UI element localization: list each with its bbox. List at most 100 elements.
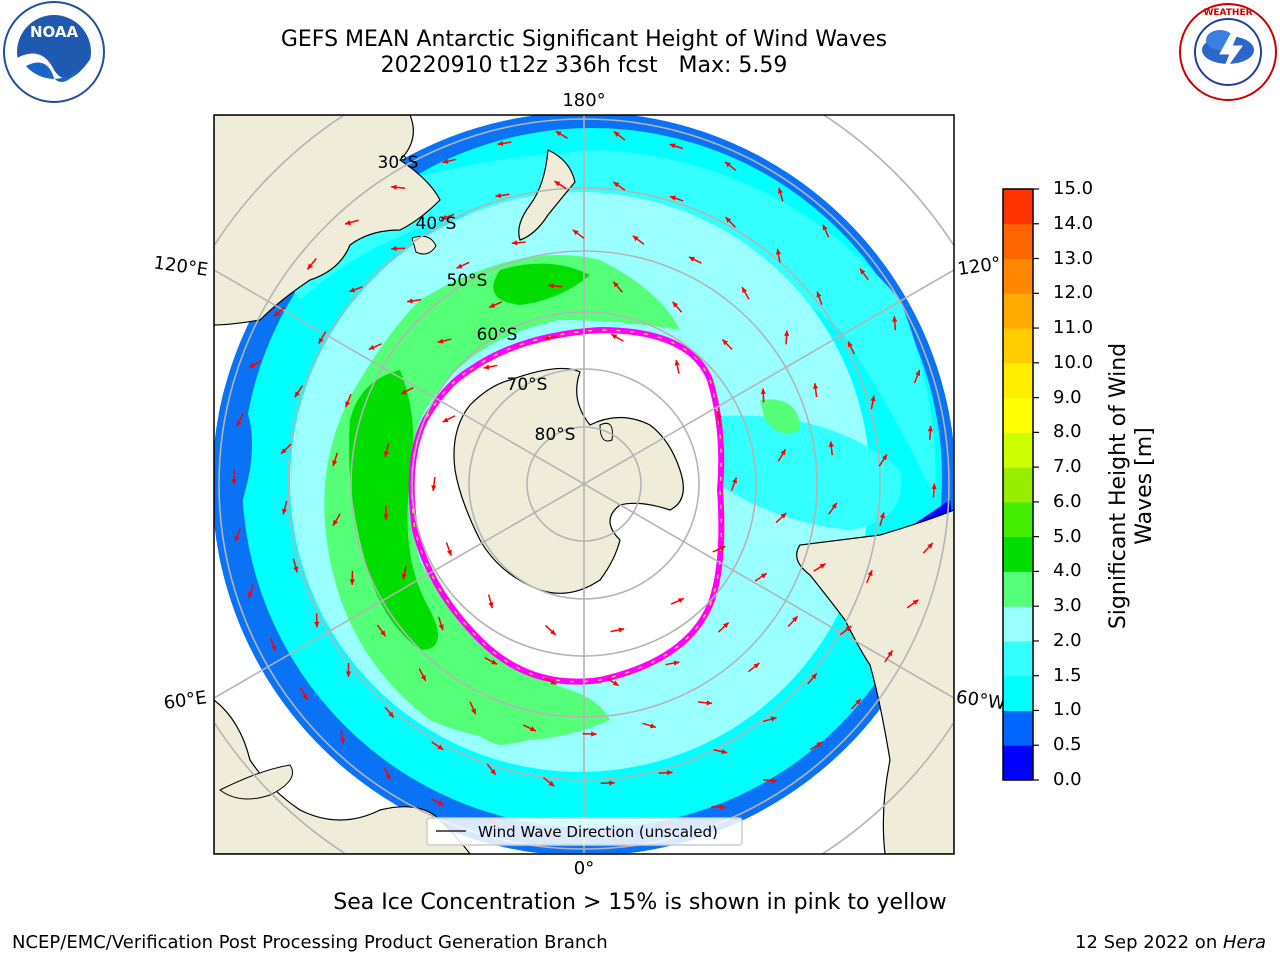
wave-arrow-head: [716, 411, 722, 418]
wave-arrow-head: [400, 389, 407, 395]
colorbar-frame: [1002, 188, 1034, 781]
lat-label-80s: 80°S: [535, 425, 576, 445]
wave-arrow-head: [828, 441, 834, 448]
wave-arrow-head: [550, 629, 556, 635]
colorbar-segment: [1003, 501, 1033, 538]
wave-arrow-head: [446, 549, 452, 556]
wave-arrow-head: [391, 184, 397, 190]
wave-arrow-head: [529, 726, 536, 732]
svg-text:WEATHER: WEATHER: [1203, 8, 1252, 18]
wave-arrow-head: [848, 341, 853, 348]
colorbar-tick-label: 10.0: [1053, 351, 1094, 373]
wave-arrow-head: [780, 449, 786, 456]
lon-label-0: 0°: [574, 858, 594, 879]
wave-arrow-head: [742, 287, 748, 294]
wave-arrow-head: [554, 181, 561, 187]
wave-arrow-head: [613, 131, 620, 137]
lat-label-30s: 30°S: [378, 153, 419, 173]
wave-arrow-head: [483, 364, 490, 370]
colorbar-tick-label: 4.0: [1053, 560, 1082, 582]
wave-arrow-head: [816, 291, 822, 298]
wave-arrow-head: [231, 478, 237, 485]
south-america-landmass: [796, 509, 954, 854]
wave-arrow-head: [688, 256, 695, 262]
colorbar-segment: [1003, 640, 1033, 677]
colorbar-segment: [1003, 432, 1033, 468]
wave-arrow-head: [674, 359, 680, 366]
wave-arrow-head: [855, 699, 861, 705]
wave-arrow-head: [879, 512, 885, 519]
wave-arrow-head: [753, 663, 760, 669]
wave-arrow-head: [784, 330, 790, 336]
colorbar-title: Significant Height of Wind Waves [m]: [1106, 343, 1158, 629]
wave-arrow-head: [307, 263, 313, 270]
lon-label-120e: 120°E: [152, 252, 209, 280]
wave-arrow-head: [548, 283, 554, 289]
wave-arrow-head: [314, 621, 320, 628]
colorbar-segment: [1003, 536, 1033, 572]
footer-credit: NCEP/EMC/Verification Post Processing Pr…: [12, 932, 608, 953]
wave-arrow-head: [611, 334, 618, 340]
wave-arrow-head: [442, 158, 449, 164]
wave-arrow-head: [867, 570, 873, 577]
sea-ice-note: Sea Ice Concentration > 15% is shown in …: [333, 890, 947, 915]
wave-arrow-head: [732, 477, 737, 484]
colorbar-tick-label: 3.0: [1053, 595, 1082, 617]
wave-arrow-head: [431, 485, 437, 491]
wave-arrow-head: [249, 362, 256, 368]
colorbar-segment: [1003, 362, 1033, 399]
wave-arrow-head: [721, 749, 728, 755]
colorbar-tick-label: 9.0: [1053, 386, 1082, 408]
wave-arrow-head: [859, 268, 866, 275]
wave-arrow-head: [792, 616, 798, 622]
wave-arrow-head: [719, 546, 726, 551]
wave-arrow-head: [391, 245, 397, 252]
wave-arrow-head: [771, 778, 777, 784]
wave-arrow-head: [870, 395, 876, 402]
colorbar-segment: [1003, 571, 1033, 607]
lat-label-70s: 70°S: [507, 375, 548, 395]
lon-label-180: 180°: [562, 90, 605, 111]
footer-date: 12 Sep 2022 on Hera: [1075, 932, 1266, 953]
wave-arrow-head: [706, 700, 713, 706]
wave-arrow-head: [927, 542, 933, 549]
footer-date-prefix: 12 Sep 2022 on: [1075, 932, 1223, 953]
colorbar-tick-label: 0.5: [1053, 734, 1082, 756]
colorbar-tick-label: 14.0: [1053, 212, 1094, 234]
colorbar-tick-label: 13.0: [1053, 247, 1094, 269]
wave-arrow-head: [669, 143, 676, 149]
wave-arrow-head: [816, 742, 823, 748]
wave-arrow-head: [927, 425, 933, 432]
wave-arrow-head: [609, 780, 615, 786]
wave-arrow-head: [775, 248, 782, 255]
wave-arrow-head: [770, 716, 777, 722]
wave-arrow-head: [437, 800, 444, 805]
wave-arrow-head: [548, 780, 555, 787]
wave-arrow-head: [811, 673, 817, 680]
wave-arrow-head: [491, 659, 498, 665]
wave-arrow-head: [489, 302, 496, 308]
wave-arrow-head: [591, 731, 597, 737]
colorbar-segment: [1003, 293, 1033, 329]
wave-arrow-head: [497, 140, 504, 146]
colorbar-tick-label: 7.0: [1053, 456, 1082, 478]
wave-arrow-head: [332, 519, 338, 526]
lon-label-60w: 60°W: [955, 687, 1007, 715]
wave-arrow-head: [722, 622, 729, 629]
lon-label-120w: 120°: [956, 253, 1002, 280]
australia-landmass: [214, 115, 441, 326]
wave-arrow-head: [383, 514, 389, 520]
wave-arrow-head: [380, 630, 386, 637]
colorbar-tick-label: 0.0: [1053, 769, 1082, 790]
colorbar-tick-label: 8.0: [1053, 421, 1082, 443]
noaa-logo: NOAA: [3, 1, 105, 103]
wave-arrow-head: [236, 420, 242, 427]
wave-arrow-head: [831, 502, 837, 509]
wave-arrow-head: [777, 187, 783, 194]
wave-arrow-head: [673, 660, 680, 666]
wave-arrow-head: [669, 195, 676, 201]
wave-arrow-head: [613, 182, 620, 188]
wave-arrow-head: [271, 645, 277, 652]
wave-arrow-head: [345, 401, 351, 408]
